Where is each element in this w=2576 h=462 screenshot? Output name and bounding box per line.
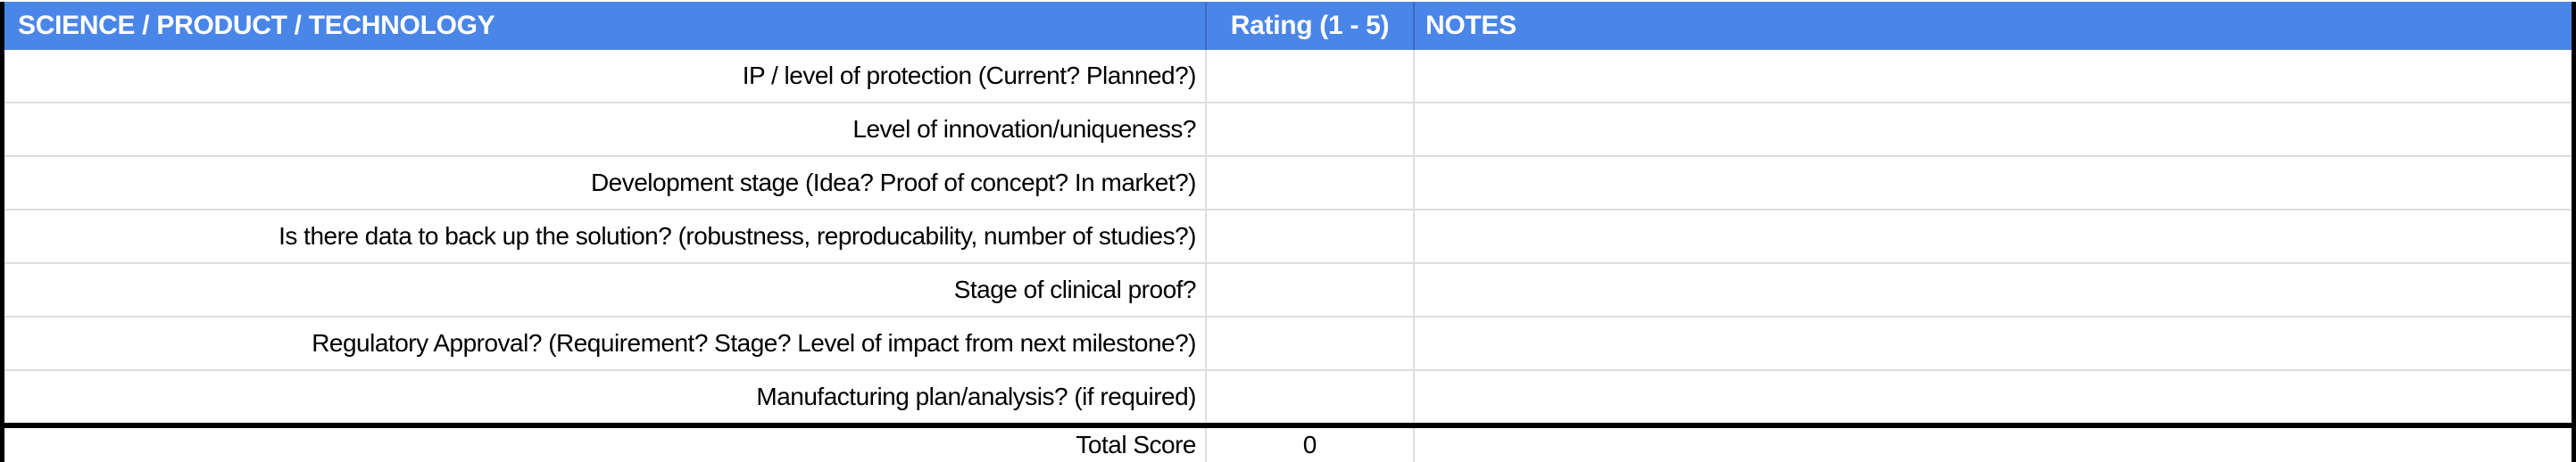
criteria-rows: IP / level of protection (Current? Plann… <box>4 50 2572 423</box>
notes-input-cell[interactable] <box>1413 371 2572 423</box>
table-row: Development stage (Idea? Proof of concep… <box>4 157 2572 210</box>
notes-input-cell[interactable] <box>1413 210 2572 262</box>
criterion-cell[interactable]: Development stage (Idea? Proof of concep… <box>590 169 1197 196</box>
notes-input-cell[interactable] <box>1413 157 2572 209</box>
rating-input-cell[interactable] <box>1205 50 1413 102</box>
rating-input-cell[interactable] <box>1205 318 1413 369</box>
table-row: Level of innovation/uniqueness? <box>4 103 2572 157</box>
notes-input-cell[interactable] <box>1413 318 2572 369</box>
notes-input-cell[interactable] <box>1413 50 2572 102</box>
criterion-cell[interactable]: Regulatory Approval? (Requirement? Stage… <box>312 329 1196 357</box>
rating-input-cell[interactable] <box>1205 264 1413 316</box>
header-row: SCIENCE / PRODUCT / TECHNOLOGY Rating (1… <box>4 2 2572 50</box>
total-row: Total Score 0 <box>4 423 2572 462</box>
notes-input-cell[interactable] <box>1413 264 2572 316</box>
total-score-value-cell[interactable]: 0 <box>1205 428 1413 462</box>
total-notes-cell[interactable] <box>1413 428 2572 462</box>
rating-input-cell[interactable] <box>1205 210 1413 262</box>
total-score-label-cell[interactable]: Total Score <box>1076 431 1196 458</box>
rating-header-cell[interactable]: Rating (1 - 5) <box>1205 2 1413 50</box>
criterion-cell[interactable]: Level of innovation/uniqueness? <box>852 115 1196 143</box>
rating-input-cell[interactable] <box>1205 157 1413 209</box>
rating-input-cell[interactable] <box>1205 371 1413 423</box>
criterion-cell[interactable]: IP / level of protection (Current? Plann… <box>742 62 1197 89</box>
notes-header-cell[interactable]: NOTES <box>1413 2 2572 50</box>
criterion-cell[interactable]: Stage of clinical proof? <box>953 276 1197 303</box>
criterion-cell[interactable]: Is there data to back up the solution? (… <box>278 222 1196 250</box>
table-row: Manufacturing plan/analysis? (if require… <box>4 371 2572 423</box>
criterion-cell[interactable]: Manufacturing plan/analysis? (if require… <box>756 383 1196 410</box>
notes-input-cell[interactable] <box>1413 103 2572 155</box>
table-row: Regulatory Approval? (Requirement? Stage… <box>4 318 2572 371</box>
table-row: Stage of clinical proof? <box>4 264 2572 318</box>
table-row: Is there data to back up the solution? (… <box>4 210 2572 264</box>
rating-input-cell[interactable] <box>1205 103 1413 155</box>
table-row: IP / level of protection (Current? Plann… <box>4 50 2572 103</box>
section-header-cell[interactable]: SCIENCE / PRODUCT / TECHNOLOGY <box>18 11 495 40</box>
